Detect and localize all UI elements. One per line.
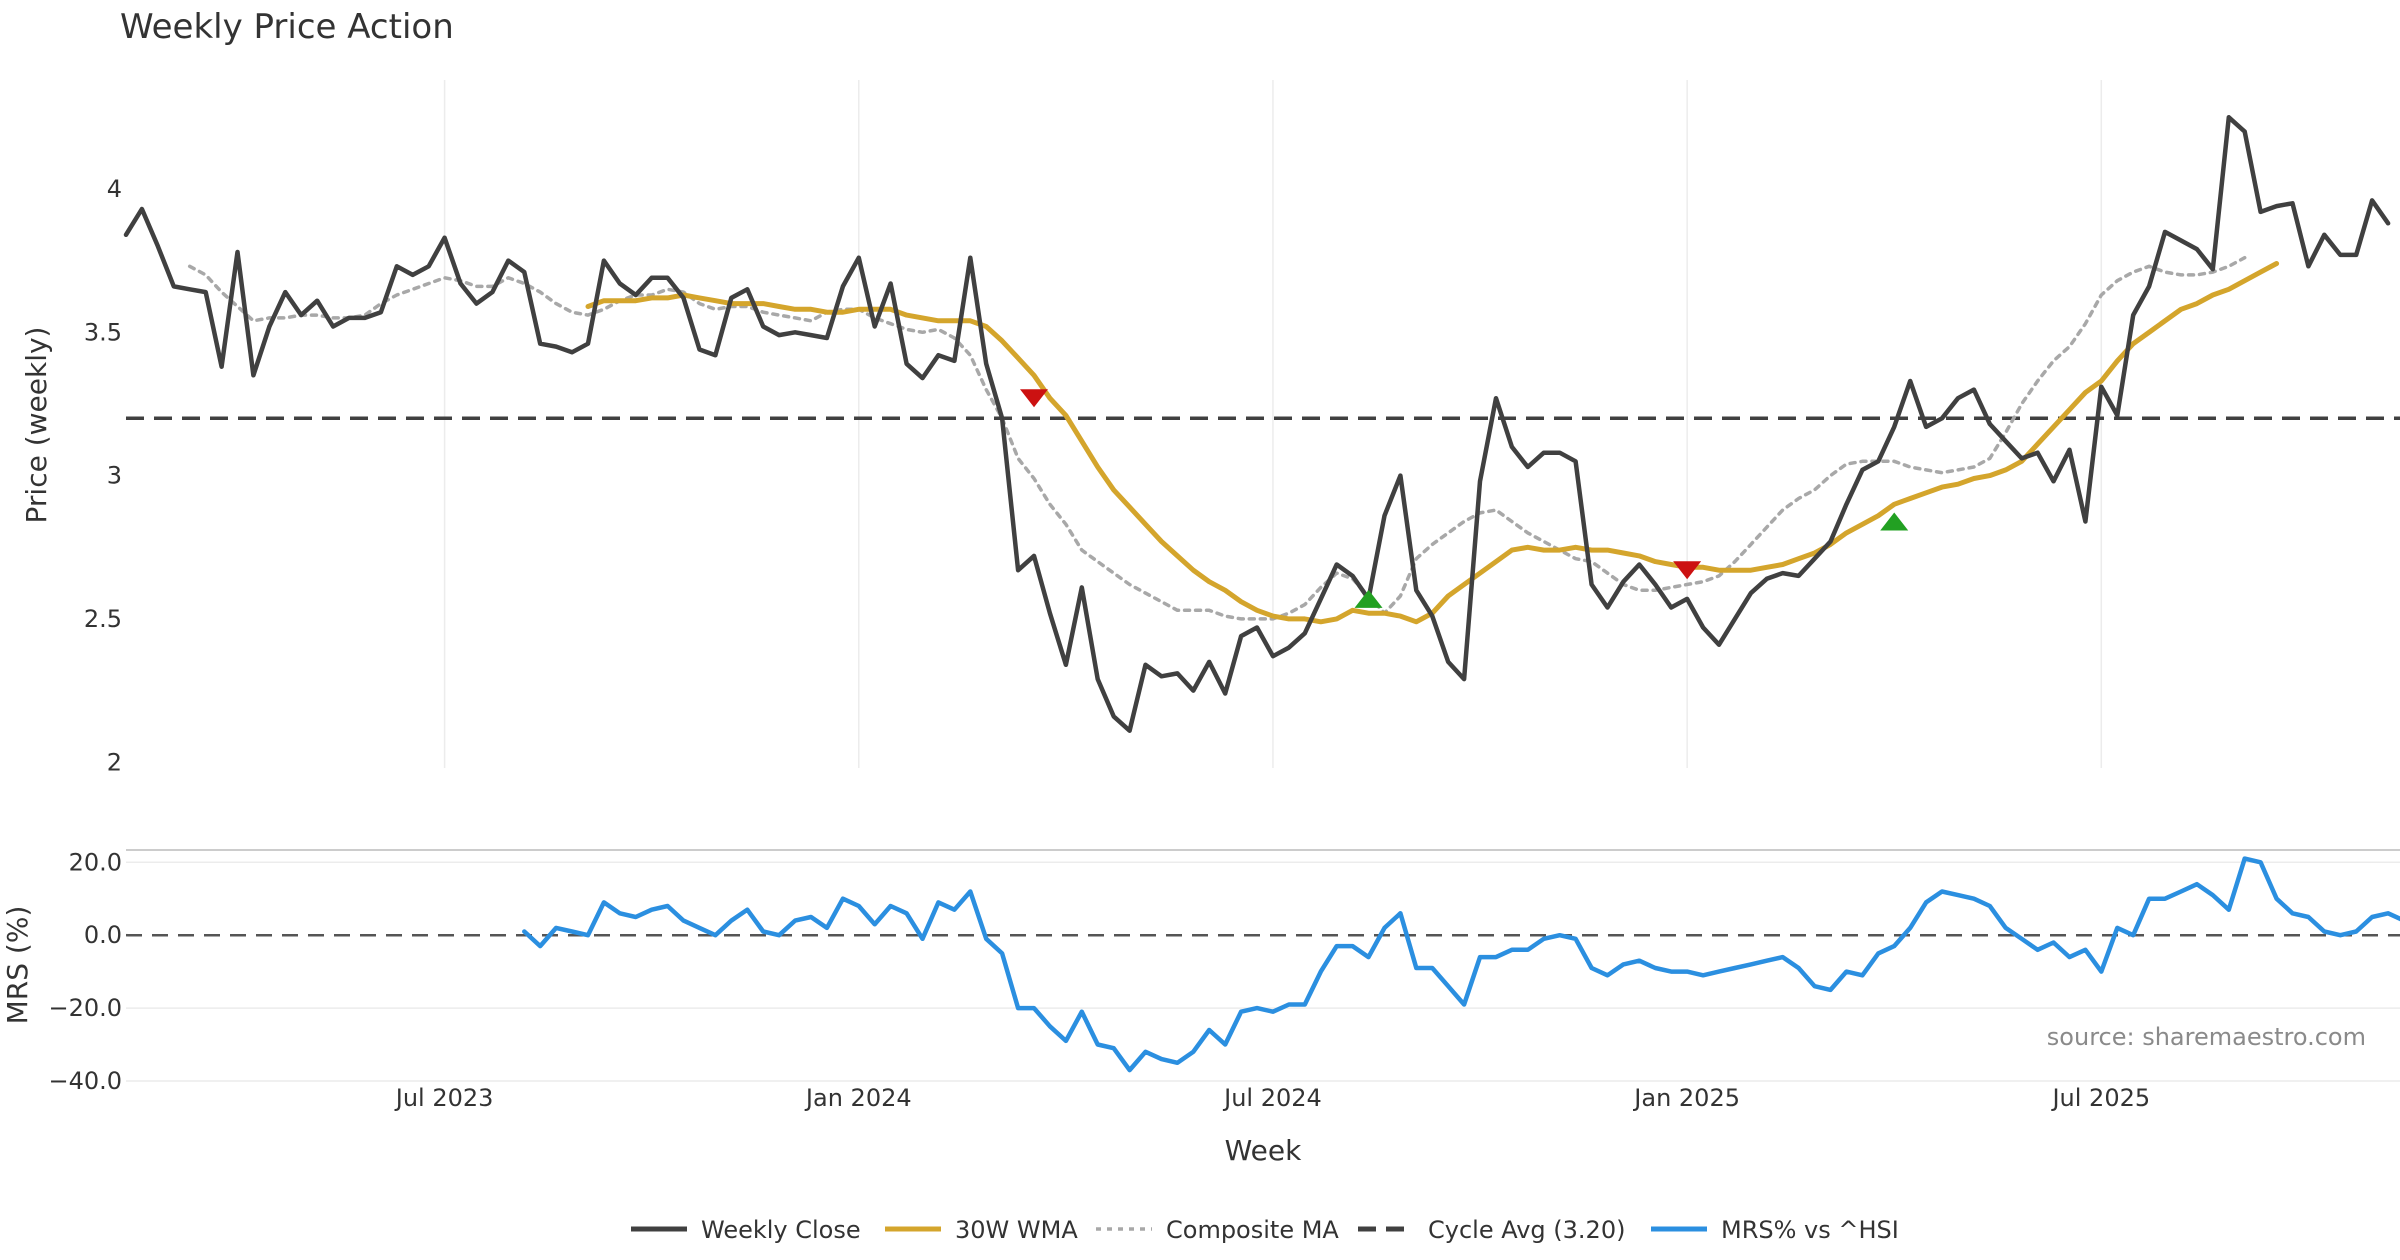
buy-signal-marker: [1880, 512, 1909, 531]
price-y-axis-title: Price (weekly): [20, 327, 53, 524]
legend-label: Cycle Avg (3.20): [1428, 1216, 1625, 1244]
mrs-y-tick-label: 20.0: [69, 848, 122, 876]
x-tick-label: Jan 2025: [1632, 1084, 1740, 1112]
price-y-tick-label: 2: [107, 748, 122, 776]
price-y-tick-labels: 2 2.5 3 3.5 4: [84, 175, 122, 776]
sell-signal-marker: [1673, 561, 1702, 580]
x-tick-label: Jul 2023: [394, 1084, 494, 1112]
signal-markers-group: [1020, 389, 1909, 608]
x-tick-labels: Jul 2023 Jan 2024 Jul 2024 Jan 2025 Jul 2025: [394, 1084, 2150, 1112]
weekly-close-line: [123, 115, 2391, 733]
composite-ma-line: [187, 255, 2247, 621]
mrs-y-tick-label: −40.0: [48, 1067, 122, 1095]
price-y-tick-label: 3: [107, 462, 122, 490]
source-label: source: sharemaestro.com: [2047, 1023, 2366, 1051]
chart-title: Weekly Price Action: [120, 7, 454, 47]
legend-label: 30W WMA: [955, 1216, 1078, 1244]
30w-wma-line: [585, 261, 2280, 625]
x-axis-title: Week: [1225, 1134, 1302, 1167]
x-tick-label: Jan 2024: [804, 1084, 912, 1112]
buy-signal-marker: [1354, 589, 1383, 608]
price-series-group: [123, 115, 2391, 733]
sell-signal-marker: [1020, 389, 1049, 408]
price-y-tick-label: 3.5: [84, 318, 122, 346]
price-y-tick-label: 2.5: [84, 605, 122, 633]
x-tick-label: Jul 2024: [1222, 1084, 1322, 1112]
legend-label: Composite MA: [1166, 1216, 1339, 1244]
mrs-series-group: [522, 856, 2400, 1073]
legend-label: MRS% vs ^HSI: [1721, 1216, 1899, 1244]
mrs-y-axis-title: MRS (%): [1, 906, 34, 1025]
legend: Weekly Close 30W WMA Composite MA Cycle Avg…: [631, 1216, 1899, 1244]
mrs-vs-hsi-line: [522, 856, 2400, 1073]
mrs-y-tick-labels: 20.0 0.0 −20.0 −40.0: [48, 848, 122, 1095]
price-y-tick-label: 4: [107, 175, 122, 203]
x-tick-label: Jul 2025: [2050, 1084, 2150, 1112]
price-gridlines: [443, 80, 2103, 768]
mrs-y-tick-label: 0.0: [84, 921, 122, 949]
mrs-y-tick-label: −20.0: [48, 994, 122, 1022]
legend-label: Weekly Close: [701, 1216, 861, 1244]
